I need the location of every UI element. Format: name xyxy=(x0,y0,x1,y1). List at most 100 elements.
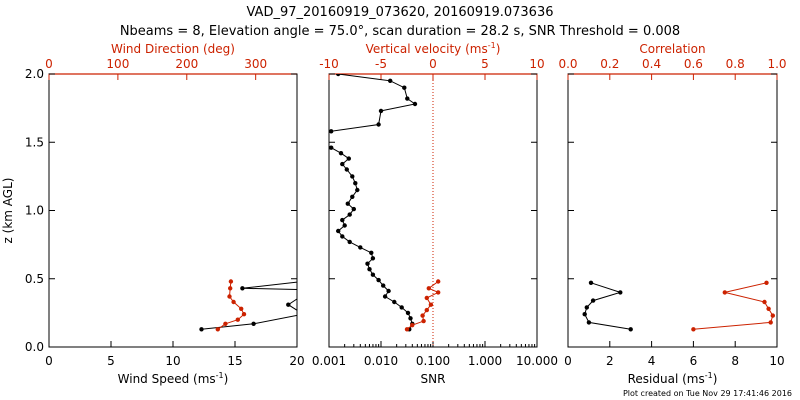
data-point xyxy=(388,78,393,84)
top-tick-label: 5 xyxy=(481,57,489,71)
data-point xyxy=(691,327,696,332)
data-point xyxy=(369,250,374,255)
bottom-tick-label: 0 xyxy=(45,354,53,368)
data-point xyxy=(351,206,356,212)
data-point xyxy=(355,187,360,193)
data-point xyxy=(353,181,358,186)
bottom-tick-label: 20 xyxy=(289,354,304,368)
data-point xyxy=(241,312,247,317)
data-point xyxy=(428,302,434,307)
top-tick-label: 1.0 xyxy=(767,57,786,71)
data-point xyxy=(766,306,771,311)
data-point xyxy=(365,261,370,266)
data-point xyxy=(588,280,594,285)
data-point xyxy=(240,286,245,291)
data-point xyxy=(722,290,727,295)
top-tick-label: 300 xyxy=(244,57,267,71)
data-point xyxy=(378,108,384,114)
top-tick-label: 0.2 xyxy=(600,57,619,71)
data-point xyxy=(402,85,407,90)
data-point xyxy=(405,310,411,316)
data-point xyxy=(764,280,769,285)
data-point xyxy=(235,317,240,322)
data-point xyxy=(338,151,344,156)
top-tick-label: -5 xyxy=(375,57,387,71)
data-point xyxy=(239,306,244,311)
bottom-tick-label: 10 xyxy=(165,354,180,368)
top-tick-label: 0 xyxy=(429,57,437,71)
data-point xyxy=(251,321,256,326)
top-tick-label: 200 xyxy=(175,57,198,71)
top-tick-label: 0 xyxy=(45,57,53,71)
bottom-axis-label: Residual (ms-1) xyxy=(628,371,718,386)
data-point xyxy=(424,295,429,301)
data-point xyxy=(347,239,352,245)
series-line xyxy=(406,281,440,330)
data-point xyxy=(347,212,352,217)
bottom-axis-label: SNR xyxy=(421,372,446,386)
data-point xyxy=(618,290,623,295)
data-point xyxy=(381,283,386,288)
data-point xyxy=(342,223,347,228)
data-point xyxy=(329,129,334,134)
data-point xyxy=(770,313,775,318)
data-point xyxy=(340,161,345,167)
bottom-tick-label: 1.000 xyxy=(468,354,502,368)
data-point xyxy=(350,194,355,199)
plot-frame xyxy=(567,73,778,348)
series-residual-0 xyxy=(582,280,633,332)
bottom-tick-label: 8 xyxy=(731,354,739,368)
data-point xyxy=(336,228,341,234)
data-point xyxy=(404,327,410,332)
data-point xyxy=(223,321,228,326)
series-line xyxy=(330,147,413,330)
data-point xyxy=(345,201,350,206)
data-point xyxy=(408,316,413,321)
data-point xyxy=(436,279,441,284)
panel-snr: 0.001 0.010 0.100 1.000 10.000 -10 -5 0 5 10 SNR Ve… xyxy=(312,41,558,386)
y-tick-label: 0.5 xyxy=(25,272,44,286)
series-line xyxy=(584,282,631,330)
bottom-tick-label: 0.010 xyxy=(364,354,398,368)
series-snr-2 xyxy=(404,279,441,332)
data-point xyxy=(376,122,381,127)
data-point xyxy=(628,327,633,332)
data-point xyxy=(590,298,596,303)
data-point xyxy=(300,279,304,283)
series-snr-0 xyxy=(329,145,415,332)
series-line xyxy=(331,74,417,132)
data-point xyxy=(370,256,376,261)
top-axis-label: Vertical velocity (ms-1) xyxy=(366,41,501,56)
data-point xyxy=(399,305,404,310)
bottom-tick-label: 6 xyxy=(690,354,698,368)
plot-frame xyxy=(48,73,298,348)
data-point xyxy=(228,279,234,284)
series-line xyxy=(693,282,774,330)
data-point xyxy=(768,320,773,325)
y-tick-label: 1.0 xyxy=(25,204,44,218)
data-point xyxy=(762,299,767,305)
bottom-tick-label: 4 xyxy=(648,354,656,368)
data-point xyxy=(215,327,220,332)
y-axis-label: z (km AGL) xyxy=(1,178,15,244)
data-point xyxy=(386,288,391,294)
data-point xyxy=(586,320,592,325)
data-point xyxy=(382,294,388,299)
data-point xyxy=(582,312,587,317)
data-point xyxy=(228,286,233,291)
data-point xyxy=(329,145,334,150)
top-axis-label: Wind Direction (deg) xyxy=(111,42,235,56)
top-tick-label: 0.4 xyxy=(642,57,661,71)
data-point xyxy=(286,302,291,307)
data-point xyxy=(350,174,355,179)
data-point xyxy=(227,294,232,299)
top-tick-label: 10 xyxy=(529,57,544,71)
top-tick-label: 100 xyxy=(106,57,129,71)
top-axis-label: Correlation xyxy=(639,42,705,56)
top-tick-label: 0.8 xyxy=(726,57,745,71)
data-point xyxy=(376,277,381,283)
data-point xyxy=(436,290,441,295)
bottom-tick-label: 2 xyxy=(606,354,614,368)
